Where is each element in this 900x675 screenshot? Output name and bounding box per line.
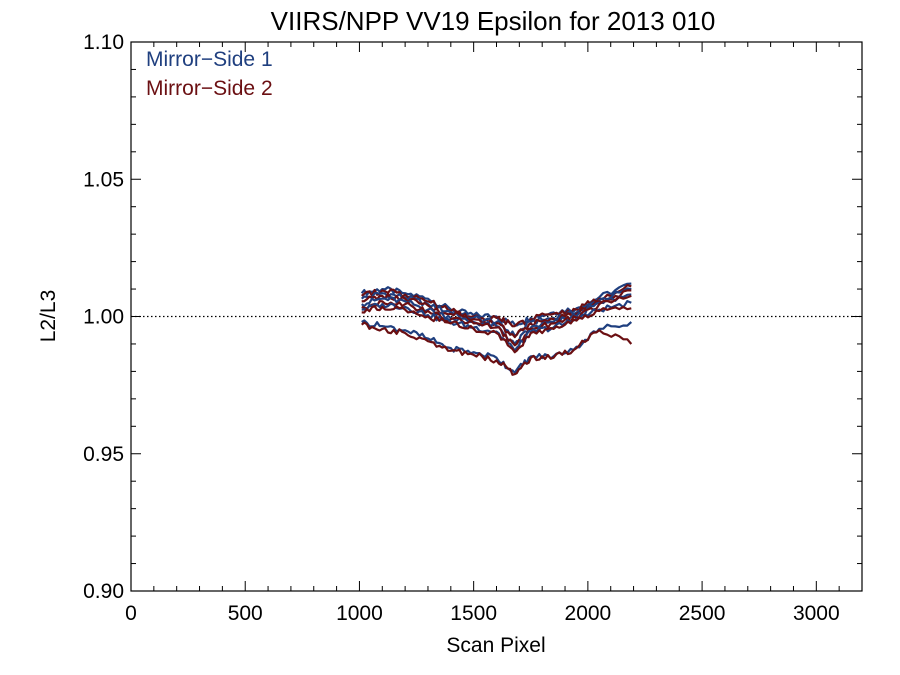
series-line-mirror-side-2 [361, 289, 632, 339]
y-tick-label: 0.90 [83, 580, 124, 603]
x-tick-label: 2000 [565, 602, 612, 625]
axis-tick-labels: 0 500 1000 1500 2000 2500 3000 0.90 0.95 1.00 1.05… [83, 31, 840, 625]
legend-entry-1: Mirror−Side 1 [146, 48, 273, 71]
y-tick-label: 1.10 [83, 31, 124, 54]
x-tick-label: 0 [125, 602, 137, 625]
series-line-mirror-side-2 [361, 284, 632, 328]
series-line-mirror-side-2 [361, 294, 632, 347]
x-tick-label: 1500 [450, 602, 497, 625]
series-line-mirror-side-2 [361, 305, 632, 354]
legend-entry-2: Mirror−Side 2 [146, 77, 273, 100]
y-tick-label: 0.95 [83, 443, 124, 466]
series-line-mirror-side-1 [361, 293, 632, 346]
x-tick-label: 1000 [336, 602, 383, 625]
series-line-mirror-side-2 [361, 321, 633, 376]
y-axis-label: L2/L3 [37, 290, 60, 343]
x-axis-label: Scan Pixel [446, 634, 545, 657]
x-tick-label: 500 [228, 602, 263, 625]
series-line-mirror-side-1 [360, 282, 632, 327]
x-tick-label: 2500 [679, 602, 726, 625]
y-tick-label: 1.05 [83, 168, 124, 191]
series-group [360, 282, 633, 376]
y-tick-label: 1.00 [83, 306, 124, 329]
chart-title: VIIRS/NPP VV19 Epsilon for 2013 010 [271, 6, 716, 36]
series-line-mirror-side-1 [360, 287, 632, 337]
x-tick-label: 3000 [793, 602, 840, 625]
axis-ticks [130, 41, 863, 592]
